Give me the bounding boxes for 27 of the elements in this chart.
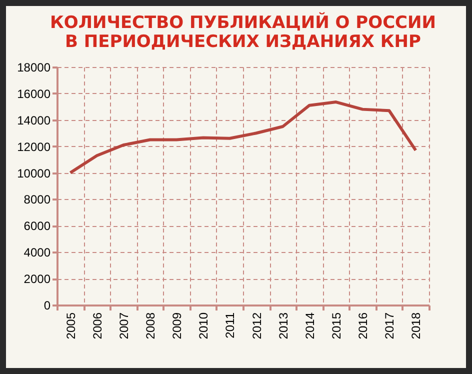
y-tick-label: 14000 [17, 113, 51, 128]
y-tick-label: 4000 [24, 246, 51, 260]
x-tick-label: 2014 [302, 312, 317, 340]
line-series [68, 100, 418, 174]
x-tick-label: 2011 [223, 312, 238, 338]
x-tick-label: 2006 [90, 312, 104, 340]
y-tick-label: 0 [44, 298, 51, 312]
x-tick-label: 2018 [409, 312, 424, 340]
x-tick-label: 2009 [170, 312, 184, 340]
y-tick-label: 10000 [17, 166, 51, 180]
y-tick-label: 8000 [24, 192, 51, 207]
x-tick-label: 2013 [276, 312, 290, 340]
y-tick-label: 6000 [24, 219, 51, 234]
x-tick-label: 2010 [196, 312, 211, 340]
y-tick-label: 12000 [17, 140, 51, 154]
x-tick-label: 2012 [250, 312, 264, 340]
y-tick-label: 2000 [24, 272, 51, 286]
x-tick-label: 2008 [144, 312, 158, 340]
text: В ПЕРИОДИЧЕСКИХ ИЗДАНИЯХ КНР [65, 32, 421, 52]
x-tick-label: 2017 [382, 312, 397, 340]
y-tick-label: 16000 [17, 86, 51, 101]
x-tick-label: 2005 [64, 312, 78, 340]
x-tick-label: 2016 [356, 312, 370, 340]
x-tick-label: 2015 [330, 312, 344, 340]
y-tick-label: 18000 [17, 60, 51, 74]
x-tick-label: 2007 [116, 312, 131, 340]
text: КОЛИЧЕСТВО ПУБЛИКАЦИЙ О РОССИИ [50, 13, 436, 33]
